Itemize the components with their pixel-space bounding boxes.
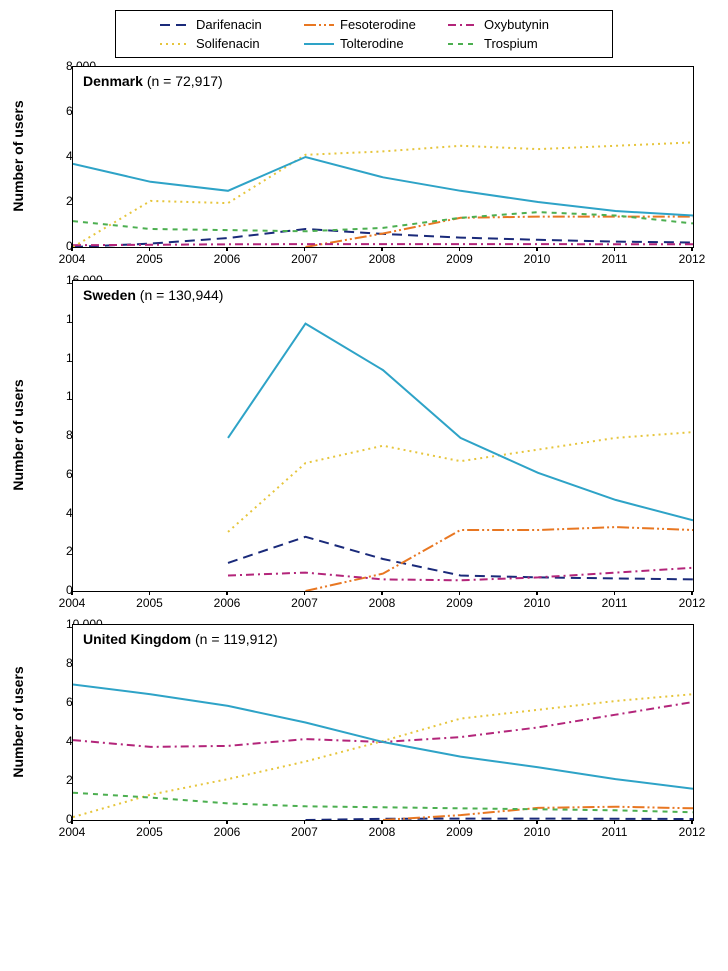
y-axis-label: Number of users <box>10 100 26 211</box>
series-trospium <box>73 793 693 813</box>
legend-label-fesoterodine: Fesoterodine <box>340 17 416 32</box>
chart-svg <box>73 625 693 820</box>
chart-svg <box>73 281 693 591</box>
series-tolterodine <box>228 324 693 521</box>
plot-area: United Kingdom (n = 119,912) <box>72 624 694 821</box>
series-trospium <box>73 212 693 231</box>
legend-swatch-trospium <box>448 37 478 51</box>
panel-title: Sweden (n = 130,944) <box>83 287 223 303</box>
legend-item-oxybutynin: Oxybutynin <box>448 17 568 32</box>
y-axis-label: Number of users <box>10 379 26 490</box>
legend-label-trospium: Trospium <box>484 36 538 51</box>
panel-title: Denmark (n = 72,917) <box>83 73 223 89</box>
legend-item-fesoterodine: Fesoterodine <box>304 17 424 32</box>
series-fesoterodine <box>306 527 694 591</box>
panel-united-kingdom: Number of users02,0004,0006,0008,00010,0… <box>10 624 718 841</box>
legend-label-oxybutynin: Oxybutynin <box>484 17 549 32</box>
series-darifenacin <box>306 819 694 820</box>
panel-denmark: Number of users02,0004,0006,0008,0002004… <box>10 66 718 268</box>
legend-swatch-solifenacin <box>160 37 190 51</box>
legend-item-darifenacin: Darifenacin <box>160 17 280 32</box>
plot-area: Denmark (n = 72,917) <box>72 66 694 248</box>
legend-label-darifenacin: Darifenacin <box>196 17 262 32</box>
legend: Darifenacin Fesoterodine Oxybutynin Solifen… <box>115 10 613 58</box>
legend-item-solifenacin: Solifenacin <box>160 36 280 51</box>
panel-title: United Kingdom (n = 119,912) <box>83 631 278 647</box>
series-oxybutynin <box>73 244 693 245</box>
legend-item-tolterodine: Tolterodine <box>304 36 424 51</box>
series-tolterodine <box>73 157 693 216</box>
series-solifenacin <box>228 432 693 532</box>
plot-area: Sweden (n = 130,944) <box>72 280 694 592</box>
legend-swatch-darifenacin <box>160 18 190 32</box>
y-axis-label: Number of users <box>10 666 26 777</box>
legend-swatch-oxybutynin <box>448 18 478 32</box>
legend-label-solifenacin: Solifenacin <box>196 36 260 51</box>
legend-label-tolterodine: Tolterodine <box>340 36 404 51</box>
legend-item-trospium: Trospium <box>448 36 568 51</box>
series-darifenacin <box>228 537 693 580</box>
legend-swatch-tolterodine <box>304 37 334 51</box>
legend-swatch-fesoterodine <box>304 18 334 32</box>
series-tolterodine <box>73 685 693 789</box>
panel-sweden: Number of users02,0004,0006,0008,00010,0… <box>10 280 718 612</box>
series-solifenacin <box>73 142 693 247</box>
chart-svg <box>73 67 693 247</box>
